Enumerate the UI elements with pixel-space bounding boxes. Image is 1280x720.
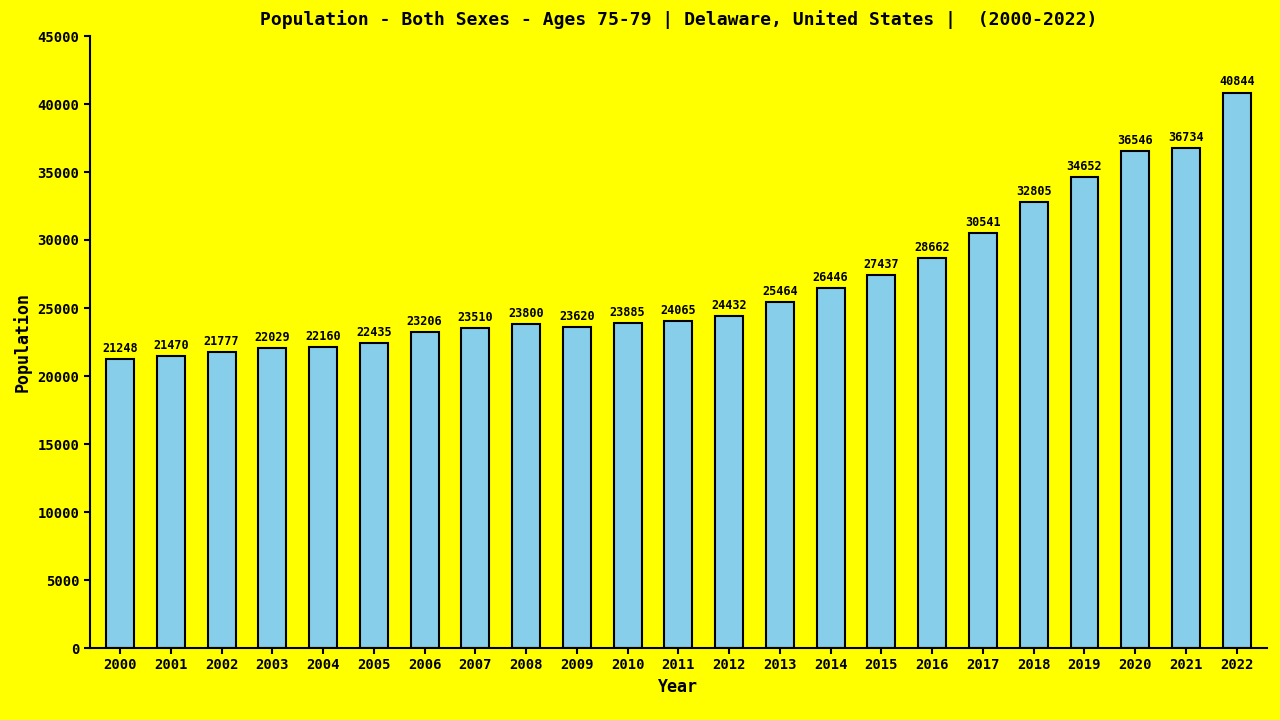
- Bar: [1070, 176, 1098, 648]
- Bar: [1172, 148, 1199, 648]
- Bar: [563, 327, 591, 648]
- Text: 21248: 21248: [102, 342, 138, 355]
- Bar: [969, 233, 997, 648]
- Title: Population - Both Sexes - Ages 75-79 | Delaware, United States |  (2000-2022): Population - Both Sexes - Ages 75-79 | D…: [260, 10, 1097, 29]
- Bar: [461, 328, 489, 648]
- Text: 23206: 23206: [407, 315, 443, 328]
- Bar: [106, 359, 134, 648]
- Bar: [411, 333, 439, 648]
- Text: 40844: 40844: [1219, 76, 1254, 89]
- Bar: [868, 275, 896, 648]
- Bar: [259, 348, 287, 648]
- Text: 21470: 21470: [154, 339, 188, 352]
- Text: 23800: 23800: [508, 307, 544, 320]
- Text: 32805: 32805: [1016, 185, 1052, 198]
- Text: 22435: 22435: [356, 326, 392, 339]
- Text: 25464: 25464: [762, 284, 797, 297]
- Text: 23620: 23620: [559, 310, 595, 323]
- Bar: [664, 320, 692, 648]
- Text: 36546: 36546: [1117, 134, 1153, 147]
- Bar: [360, 343, 388, 648]
- Text: 21777: 21777: [204, 335, 239, 348]
- Text: 28662: 28662: [914, 241, 950, 254]
- Bar: [765, 302, 794, 648]
- Bar: [512, 324, 540, 648]
- Text: 22160: 22160: [305, 330, 340, 343]
- Text: 24065: 24065: [660, 304, 696, 317]
- Text: 26446: 26446: [813, 271, 849, 284]
- Bar: [207, 352, 236, 648]
- Bar: [1222, 93, 1251, 648]
- Bar: [918, 258, 946, 648]
- Bar: [1020, 202, 1047, 648]
- Text: 36734: 36734: [1169, 131, 1203, 144]
- X-axis label: Year: Year: [658, 678, 699, 696]
- Bar: [157, 356, 184, 648]
- Text: 23885: 23885: [609, 306, 645, 319]
- Text: 27437: 27437: [864, 258, 900, 271]
- Text: 22029: 22029: [255, 331, 291, 344]
- Text: 34652: 34652: [1066, 160, 1102, 173]
- Y-axis label: Population: Population: [13, 292, 32, 392]
- Bar: [1121, 151, 1149, 648]
- Bar: [613, 323, 641, 648]
- Text: 23510: 23510: [457, 311, 493, 324]
- Bar: [716, 316, 744, 648]
- Bar: [817, 288, 845, 648]
- Bar: [310, 346, 337, 648]
- Text: 30541: 30541: [965, 215, 1001, 228]
- Text: 24432: 24432: [712, 299, 748, 312]
